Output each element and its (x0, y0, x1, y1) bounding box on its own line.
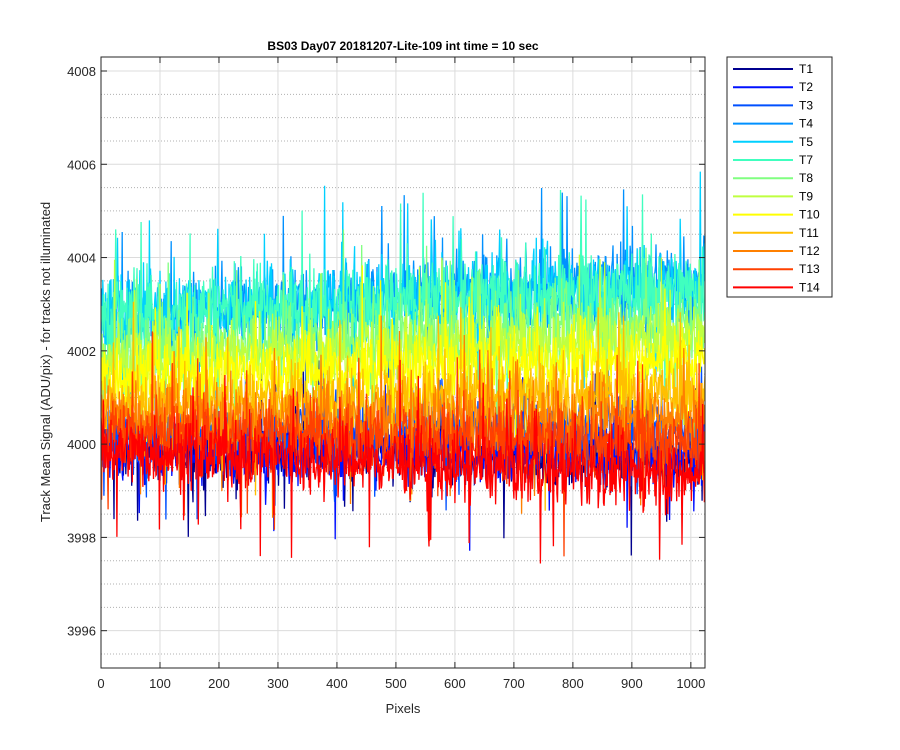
x-tick-label: 900 (621, 676, 643, 691)
axes-box (100, 56, 706, 669)
y-tick-label: 4006 (67, 157, 96, 172)
legend-label-t2: T2 (799, 80, 813, 94)
chart-title: BS03 Day07 20181207-Lite-109 int time = … (267, 39, 538, 53)
legend-label-t3: T3 (799, 98, 813, 112)
y-tick-label: 4004 (67, 251, 96, 266)
series-lines (101, 171, 705, 564)
y-axis-label: Track Mean Signal (ADU/pix) - for tracks… (38, 202, 53, 522)
x-axis-label: Pixels (386, 701, 421, 716)
x-tick-label: 100 (149, 676, 171, 691)
legend-label-t11: T11 (799, 226, 819, 240)
legend-label-t14: T14 (799, 280, 820, 294)
x-tick-label: 200 (208, 676, 230, 691)
x-tick-label: 0 (97, 676, 104, 691)
y-tick-label: 4000 (67, 437, 96, 452)
series-line-t14 (101, 359, 705, 564)
legend-label-t13: T13 (799, 262, 820, 276)
x-tick-label: 700 (503, 676, 525, 691)
legend-label-t1: T1 (799, 62, 813, 76)
x-tick-label: 300 (267, 676, 289, 691)
y-tick-label: 4002 (67, 344, 96, 359)
legend-label-t12: T12 (799, 244, 820, 258)
x-axis: 0 100 200 300 400 500 600 700 800 900 1000 (97, 57, 705, 691)
y-tick-label: 4008 (67, 64, 96, 79)
legend-label-t10: T10 (799, 208, 820, 222)
y-axis: 3996 3998 4000 4002 4004 4006 4008 (67, 64, 705, 639)
x-tick-label: 600 (444, 676, 466, 691)
x-tick-label: 1000 (676, 676, 705, 691)
legend-label-t9: T9 (799, 189, 813, 203)
x-tick-label: 400 (326, 676, 348, 691)
y-tick-label: 3998 (67, 530, 96, 545)
legend-label-t8: T8 (799, 171, 813, 185)
legend: T1 T2 T3 T4 T5 T7 T8 T9 T10 T11 T12 T13 T14 (726, 56, 833, 298)
x-tick-label: 800 (562, 676, 584, 691)
x-tick-label: 500 (385, 676, 407, 691)
legend-label-t7: T7 (799, 153, 813, 167)
legend-label-t4: T4 (799, 117, 813, 131)
y-tick-label: 3996 (67, 624, 96, 639)
legend-label-t5: T5 (799, 135, 813, 149)
legend-box (726, 56, 833, 298)
